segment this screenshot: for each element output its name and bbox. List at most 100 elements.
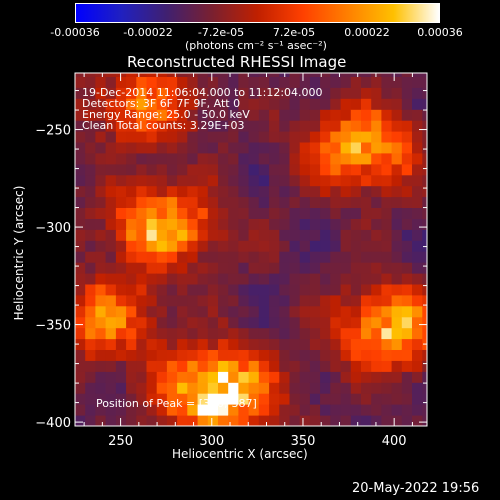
heatmap-cell [126, 360, 137, 372]
heatmap-cell [228, 174, 239, 187]
heatmap-cell [238, 142, 250, 154]
heatmap-cell [320, 251, 331, 263]
heatmap-cell [412, 371, 423, 383]
heatmap-cell [207, 196, 219, 208]
heatmap-cell [269, 196, 280, 208]
heatmap-cell [218, 98, 229, 110]
heatmap-cell [248, 371, 260, 383]
y-tick-label: −250 [35, 124, 71, 139]
heatmap-cell [238, 73, 250, 77]
heatmap-cell [166, 207, 178, 219]
heatmap-cell [136, 185, 147, 198]
heatmap-cell [289, 120, 301, 132]
heatmap-cell [228, 284, 239, 296]
heatmap-cell [371, 415, 382, 426]
heatmap-cell [85, 87, 96, 99]
heatmap-cell [412, 415, 423, 426]
heatmap-cell [126, 251, 137, 263]
heatmap-cell [299, 316, 311, 329]
heatmap-cell [238, 338, 250, 350]
heatmap-cell [146, 174, 158, 187]
heatmap-cell [330, 251, 341, 263]
heatmap-cell [279, 229, 290, 241]
heatmap-cell [238, 415, 250, 426]
heatmap-cell [85, 196, 96, 208]
heatmap-cell [248, 73, 260, 77]
heatmap-cell [146, 294, 158, 307]
heatmap-cell [330, 262, 341, 274]
heatmap-cell [75, 404, 86, 416]
heatmap-cell [401, 316, 413, 329]
heatmap-cell [166, 73, 178, 77]
heatmap-cell [309, 73, 321, 77]
heatmap-cell [228, 73, 239, 77]
heatmap-cell [258, 327, 270, 340]
heatmap-cell [146, 262, 158, 274]
heatmap-cell [422, 382, 427, 394]
heatmap-cell [95, 131, 107, 143]
heatmap-cell [299, 327, 311, 340]
heatmap-cell [177, 174, 188, 187]
heatmap-cell [238, 371, 250, 383]
heatmap-cell [330, 174, 341, 187]
heatmap-cell [197, 185, 209, 198]
heatmap-cell [320, 338, 331, 350]
heatmap-cell [269, 131, 280, 143]
heatmap-cell [105, 251, 117, 263]
heatmap-cell [258, 120, 270, 132]
heatmap-cell [85, 109, 96, 121]
heatmap-cell [391, 153, 403, 165]
colorbar-tick-label: -0.00022 [123, 26, 173, 39]
heatmap-cell [320, 163, 331, 176]
heatmap-cell [136, 294, 147, 307]
heatmap-cell [228, 87, 239, 99]
heatmap-cell [75, 240, 86, 252]
heatmap-cell [136, 316, 147, 329]
heatmap-cell [187, 262, 198, 274]
heatmap-cell [412, 382, 423, 394]
heatmap-cell [371, 131, 382, 143]
heatmap-cell [105, 262, 117, 274]
heatmap-cell [289, 284, 301, 296]
heatmap-cell [95, 196, 107, 208]
heatmap-cell [105, 305, 117, 318]
heatmap-cell [166, 294, 178, 307]
heatmap-cell [269, 273, 280, 285]
heatmap-cell [197, 371, 209, 383]
heatmap-cell [146, 131, 158, 143]
timestamp: 20-May-2022 19:56 [352, 481, 480, 496]
heatmap-cell [340, 262, 352, 274]
heatmap-cell [279, 76, 290, 88]
heatmap-cell [115, 73, 127, 77]
heatmap-cell [187, 98, 198, 110]
heatmap-cell [258, 98, 270, 110]
heatmap-cell [95, 174, 107, 187]
heatmap-cell [422, 218, 427, 230]
heatmap-cell [238, 109, 250, 121]
heatmap-cell [299, 305, 311, 318]
heatmap-cell [218, 153, 229, 165]
heatmap-cell [248, 404, 260, 416]
heatmap-cell [197, 196, 209, 208]
heatmap-cell [340, 153, 352, 165]
heatmap-cell [381, 76, 393, 88]
heatmap-cell [248, 382, 260, 394]
heatmap-cell [166, 163, 178, 176]
heatmap-cell [340, 196, 352, 208]
heatmap-cell [177, 294, 188, 307]
heatmap-cell [340, 87, 352, 99]
heatmap-cell [136, 98, 147, 110]
colorbar-tick-label: 7.2e-05 [272, 26, 316, 39]
heatmap-cell [309, 120, 321, 132]
heatmap-cell [75, 218, 86, 230]
heatmap-cell [228, 76, 239, 88]
heatmap-cell [330, 284, 341, 296]
heatmap-cell [279, 240, 290, 252]
heatmap-cell [330, 415, 341, 426]
heatmap-cell [422, 87, 427, 99]
heatmap-cell [207, 131, 219, 143]
heatmap-cell [197, 273, 209, 285]
heatmap-cell [126, 120, 137, 132]
heatmap-cell [422, 360, 427, 372]
heatmap-cell [218, 218, 229, 230]
